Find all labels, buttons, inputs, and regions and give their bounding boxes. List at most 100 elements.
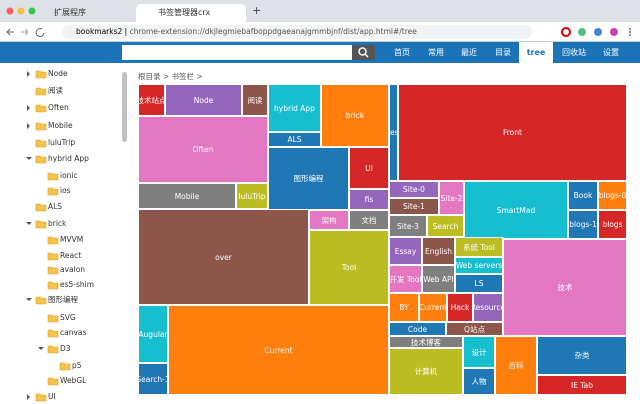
tree-node[interactable]: D3 <box>38 342 118 356</box>
tree-node[interactable]: UI <box>26 390 118 404</box>
tree-node[interactable]: brick <box>26 217 118 231</box>
treemap-tile[interactable]: luluTrip <box>236 183 268 209</box>
treemap-tile[interactable]: Site-0 <box>389 181 439 198</box>
treemap-tile[interactable]: Web servers <box>455 257 503 274</box>
treemap-tile[interactable]: blogs <box>598 210 627 239</box>
treemap-tile[interactable]: Site-1 <box>389 198 439 215</box>
treemap-tile[interactable]: Web API <box>422 265 455 293</box>
tree-icons <box>47 281 59 290</box>
nav-item[interactable]: tree <box>519 42 553 63</box>
treemap-tile[interactable]: Site-2 <box>439 181 464 215</box>
tree-node[interactable]: luluTrip <box>26 136 118 150</box>
treemap-tile[interactable]: BY <box>389 293 419 322</box>
treemap-tile[interactable]: 技术博客 <box>389 336 463 348</box>
treemap-tile[interactable]: Code <box>389 322 446 336</box>
nav-item[interactable]: 目录 <box>495 48 511 57</box>
treemap-tile[interactable]: 技术 <box>503 239 627 336</box>
new-tab[interactable]: + <box>252 4 262 17</box>
tree-node[interactable]: ionic <box>38 169 118 183</box>
treemap-tile[interactable]: Desk <box>389 84 398 181</box>
tree-node[interactable]: Mobile <box>26 119 118 133</box>
tree-label: hybrid App <box>48 154 89 163</box>
treemap-tile[interactable]: Mobile <box>138 183 236 209</box>
treemap-tile[interactable]: 开发 Tool <box>389 265 422 293</box>
treemap-tile[interactable]: Often <box>138 116 268 183</box>
tree-node[interactable]: SVG <box>38 311 118 325</box>
treemap-tile[interactable]: SmartMad <box>464 181 568 239</box>
treemap-tile[interactable]: Site-3 <box>389 215 427 237</box>
tree-node[interactable]: MVVM <box>38 233 118 247</box>
tree-icons <box>27 104 47 113</box>
window-controls <box>6 7 36 15</box>
tree-node[interactable]: ios <box>38 184 118 198</box>
treemap-tile[interactable]: 技术站点 <box>138 84 165 116</box>
nav-item[interactable]: 常用 <box>428 48 444 57</box>
search-input[interactable] <box>122 45 352 60</box>
treemap-tile[interactable]: UI <box>349 147 389 189</box>
tab[interactable]: 扩展程序 <box>54 8 86 17</box>
treemap-tile[interactable]: Front <box>398 84 627 181</box>
tree-node[interactable]: WebGL <box>38 374 118 388</box>
treemap-tile[interactable]: Q站点 <box>446 322 503 336</box>
treemap-tile[interactable]: Essay <box>389 237 422 265</box>
treemap-tile[interactable]: blogs-0 <box>598 181 627 210</box>
treemap-tile[interactable]: Current <box>168 305 389 395</box>
treemap-tile[interactable]: 杂类 <box>537 336 627 375</box>
site-chip: bookmarks2 <box>76 27 123 36</box>
tree-node[interactable]: ALS <box>26 200 118 214</box>
treemap-tile[interactable]: 设计 <box>463 336 495 368</box>
treemap-tile[interactable]: 系统 Tool <box>455 237 503 257</box>
nav-item[interactable]: 最近 <box>461 48 477 57</box>
tree-label: MVVM <box>60 235 84 244</box>
tree-node[interactable]: 阅读 <box>26 84 118 98</box>
treemap-tile[interactable]: 架构 <box>309 210 349 230</box>
breadcrumb[interactable]: 根目录 > 书签栏 > <box>138 72 203 81</box>
address-bar[interactable]: bookmarks2 | chrome-extension://dkjlegmi… <box>62 25 532 39</box>
tree-node[interactable]: React <box>38 249 118 263</box>
treemap-tile[interactable]: Hack <box>447 293 473 322</box>
tree-label: es5-shim <box>60 280 95 289</box>
nav-item[interactable]: 首页 <box>394 48 410 57</box>
treemap-tile[interactable]: IE Tab <box>537 375 627 395</box>
treemap-tile[interactable]: Augular <box>138 305 168 363</box>
treemap-tile[interactable]: 文档 <box>349 210 389 230</box>
treemap-tile[interactable]: blogs-1 <box>568 210 598 239</box>
treemap-tile[interactable]: Node <box>165 84 242 116</box>
treemap-tile[interactable]: LS <box>455 274 503 293</box>
tree-icons <box>47 314 59 323</box>
tree-icons <box>47 266 59 275</box>
treemap-tile[interactable]: 计算机 <box>389 348 463 395</box>
treemap-tile[interactable]: Search <box>427 215 464 237</box>
tree-node[interactable]: hybrid App <box>26 152 118 166</box>
treemap-tile[interactable]: fis <box>349 189 389 210</box>
tree-node[interactable]: avalon <box>38 263 118 277</box>
treemap-tile[interactable]: Resource <box>473 293 503 322</box>
nav-item[interactable]: 设置 <box>603 48 619 57</box>
treemap-tile[interactable]: 百科 <box>495 336 537 395</box>
nav-item[interactable]: 回收站 <box>562 48 586 57</box>
tree-node[interactable]: Node <box>26 67 118 81</box>
tree-node[interactable]: es5-shim <box>38 278 118 292</box>
tree-node[interactable]: Often <box>26 101 118 115</box>
tree-icons <box>26 155 47 164</box>
treemap-tile[interactable]: Search-1 <box>138 363 168 395</box>
treemap-tile[interactable]: brick <box>321 84 389 147</box>
treemap-tile[interactable]: over <box>138 209 309 305</box>
tab[interactable]: 书签管理器crx <box>136 4 246 22</box>
treemap-tile[interactable]: ALS <box>268 132 321 147</box>
treemap-tile[interactable]: 图形编程 <box>268 147 349 210</box>
scrollbar[interactable] <box>122 72 127 142</box>
treemap-tile[interactable]: English <box>422 237 455 265</box>
nav-buttons[interactable] <box>6 26 56 38</box>
search-button[interactable] <box>352 45 375 60</box>
treemap-tile[interactable]: Book <box>568 181 598 210</box>
treemap-tile[interactable]: Current <box>419 293 447 322</box>
tree-node[interactable]: p5 <box>50 359 118 373</box>
tree-node[interactable]: 图形编程 <box>26 293 118 307</box>
treemap-tile[interactable]: 人物 <box>463 368 495 395</box>
extension-icons[interactable] <box>560 26 636 38</box>
treemap-tile[interactable]: hybrid App <box>268 84 321 132</box>
treemap-tile[interactable]: 阅读 <box>242 84 268 116</box>
tree-node[interactable]: canvas <box>38 326 118 340</box>
treemap-tile[interactable]: Tool <box>309 230 389 305</box>
